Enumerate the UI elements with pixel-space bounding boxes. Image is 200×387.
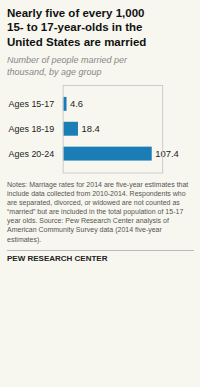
svg-text:107.4: 107.4 <box>155 148 179 159</box>
svg-text:4.6: 4.6 <box>70 98 83 109</box>
svg-text:Ages 15-17: Ages 15-17 <box>9 99 55 109</box>
svg-text:18.4: 18.4 <box>81 123 99 134</box>
html-text:Notes: Marriage rates for 2014: Notes: Marriage rates for 2014 are five-… <box>7 181 189 243</box>
html-text:PEW RESEARCH CENTER: PEW RESEARCH CENTER <box>7 253 108 263</box>
html-text:Nearly five of every 1,000 15-: Nearly five of every 1,000 15- to 17-yea… <box>7 7 147 48</box>
svg-text:Ages 20-24: Ages 20-24 <box>9 148 55 158</box>
html-text:Number of people married per t: Number of people married per thousand, b… <box>7 55 128 77</box>
svg-text:Ages 18-19: Ages 18-19 <box>9 124 55 134</box>
